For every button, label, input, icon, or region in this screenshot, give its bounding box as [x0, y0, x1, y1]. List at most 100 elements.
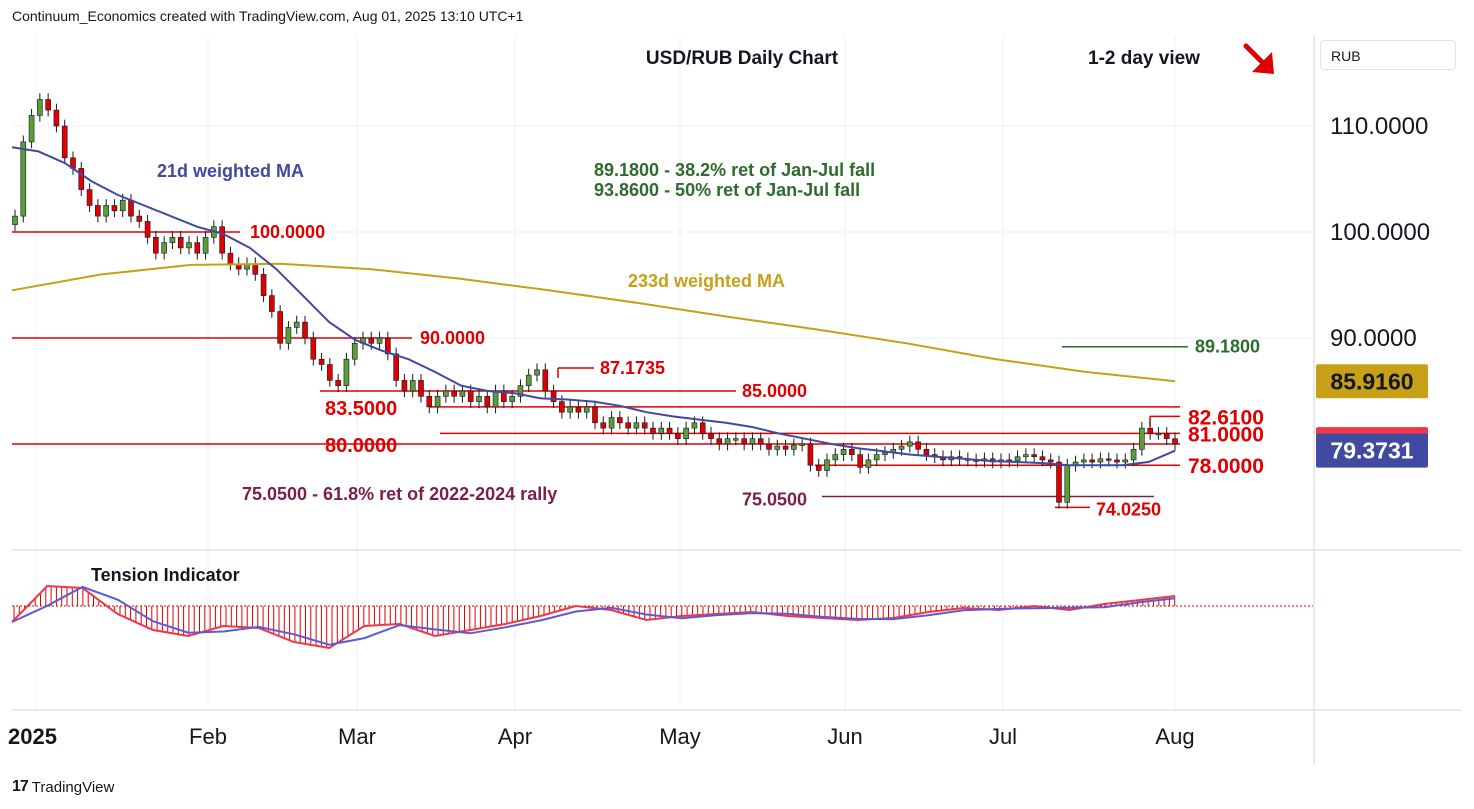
- level-label: 100.0000: [250, 222, 325, 242]
- candle: [575, 400, 582, 419]
- candle: [153, 230, 159, 260]
- candle-body: [260, 274, 267, 296]
- candle-body: [1023, 454, 1029, 458]
- currency-selector[interactable]: RUB: [1320, 40, 1456, 70]
- level-label: 87.1735: [600, 358, 665, 378]
- level-label: 80.0000: [325, 435, 397, 457]
- candle-body: [542, 369, 549, 392]
- candle: [202, 230, 209, 260]
- candle: [658, 421, 665, 440]
- candle: [890, 442, 897, 459]
- candle: [1147, 421, 1153, 440]
- candle: [451, 384, 457, 403]
- x-tick-label: Apr: [498, 724, 532, 749]
- candle: [1064, 458, 1071, 509]
- arrow-head: [1252, 52, 1274, 74]
- candle: [882, 446, 888, 461]
- candle: [724, 432, 731, 451]
- candle: [824, 453, 830, 477]
- fib-annotation: 89.1800 - 38.2% ret of Jan-Jul fall: [594, 160, 875, 180]
- candle-body: [227, 252, 234, 265]
- price-label: 85.9160: [1330, 368, 1413, 394]
- level-label: 85.0000: [742, 381, 807, 401]
- level-label: 78.0000: [1188, 455, 1264, 478]
- candle: [219, 220, 225, 260]
- candle-body: [467, 390, 474, 402]
- candle-body: [641, 422, 648, 429]
- candle-body: [401, 380, 408, 392]
- candle-body: [724, 438, 731, 445]
- candle: [459, 384, 466, 403]
- candle: [20, 135, 27, 223]
- candle: [617, 411, 623, 430]
- candle: [666, 421, 673, 440]
- candle: [227, 246, 234, 271]
- candle: [757, 432, 764, 451]
- candle: [583, 400, 590, 419]
- tradingview-logo: 17 TradingView: [12, 778, 114, 796]
- candle: [169, 230, 176, 249]
- x-tick-label: Mar: [338, 724, 376, 749]
- candle: [434, 389, 441, 414]
- candle: [86, 183, 93, 212]
- price-label-box: [1316, 364, 1428, 399]
- candle: [923, 442, 930, 461]
- candle-body: [691, 422, 698, 429]
- candle-body: [476, 395, 482, 402]
- ma233-label: 233d weighted MA: [628, 271, 785, 291]
- chart-title: USD/RUB Daily Chart: [646, 48, 839, 69]
- candle: [53, 103, 60, 133]
- candle: [78, 162, 85, 196]
- candle: [277, 305, 283, 350]
- candle-body: [1122, 459, 1129, 463]
- candle-body: [865, 459, 872, 468]
- candle-body: [1031, 454, 1037, 458]
- candle-body: [915, 441, 921, 450]
- candle-body: [269, 295, 275, 312]
- x-tick-label: Aug: [1155, 724, 1194, 749]
- candle-body: [1014, 456, 1021, 462]
- candle: [492, 384, 499, 414]
- candle-body: [451, 390, 457, 397]
- candle: [327, 358, 333, 387]
- candle-body: [385, 337, 391, 355]
- candle-body: [285, 327, 292, 344]
- candle: [517, 379, 524, 403]
- candle-body: [136, 215, 143, 222]
- candle-body: [351, 342, 358, 360]
- candle-body: [517, 385, 524, 397]
- candle: [244, 257, 250, 276]
- candle-body: [658, 427, 665, 434]
- candle: [633, 416, 640, 435]
- candle-body: [857, 454, 863, 468]
- candle-body: [103, 205, 109, 217]
- level-label: 90.0000: [420, 328, 485, 348]
- y-tick-label: 100.0000: [1330, 219, 1430, 246]
- candle: [849, 442, 855, 461]
- candle: [600, 416, 607, 435]
- candle-body: [1147, 427, 1153, 434]
- candle-body: [617, 417, 623, 424]
- candle: [269, 289, 275, 318]
- candle-body: [1163, 433, 1170, 439]
- candle-body: [111, 205, 118, 212]
- candle-body: [61, 125, 68, 159]
- candle: [1072, 455, 1079, 472]
- candle-body: [815, 464, 822, 471]
- candle: [285, 321, 292, 350]
- candle-body: [78, 168, 85, 190]
- candle: [302, 315, 308, 345]
- candle-body: [716, 438, 723, 445]
- candle-body: [741, 438, 747, 445]
- candle: [534, 363, 540, 382]
- candle: [716, 432, 723, 451]
- candle: [815, 458, 822, 477]
- candle-body: [37, 99, 43, 116]
- price-label-box: [1316, 433, 1428, 468]
- axes: 110.0000 100.0000 90.0000 2025 Feb Mar Apr May J…: [8, 36, 1462, 765]
- candle: [832, 448, 839, 467]
- candle: [70, 151, 76, 175]
- tension-label: Tension Indicator: [91, 565, 240, 585]
- candle: [401, 374, 408, 398]
